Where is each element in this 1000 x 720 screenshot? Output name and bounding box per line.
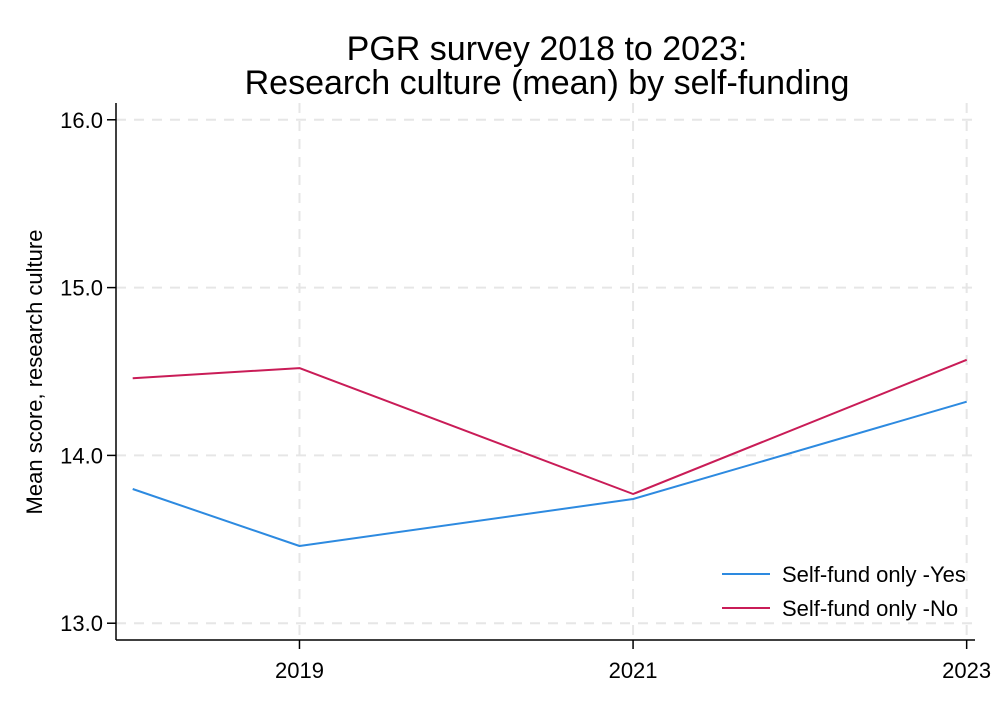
series-line-1 — [132, 400, 967, 547]
x-tick-label: 2023 — [942, 658, 991, 683]
y-tick-label: 15.0 — [60, 276, 103, 301]
y-axis-title: Mean score, research culture — [22, 230, 47, 515]
legend: Self-fund only -Yes Self-fund only -No — [722, 562, 966, 621]
chart-title-line-2: Research culture (mean) by self-funding — [245, 64, 850, 102]
x-tick-label: 2019 — [275, 658, 324, 683]
x-tick-label: 2021 — [609, 658, 658, 683]
series — [132, 358, 968, 547]
series-line-2 — [132, 358, 968, 495]
y-tick-label: 14.0 — [60, 443, 103, 468]
chart-title-line-1: PGR survey 2018 to 2023: — [347, 30, 748, 68]
y-tick-label: 13.0 — [60, 611, 103, 636]
legend-label-2: Self-fund only -No — [782, 596, 958, 621]
legend-label-1: Self-fund only -Yes — [782, 562, 966, 587]
y-tick-label: 16.0 — [60, 108, 103, 133]
axes: 13.0 14.0 15.0 16.0 2019 2021 2023 — [60, 103, 991, 683]
